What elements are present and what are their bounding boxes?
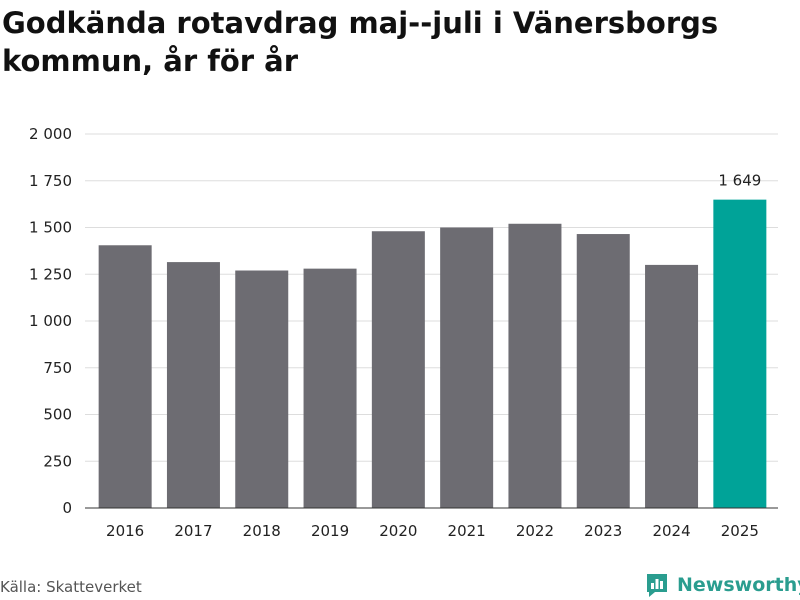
bar-chart-icon bbox=[647, 574, 667, 597]
brand-name: Newsworthy bbox=[677, 574, 800, 596]
bar-2017 bbox=[166, 262, 220, 508]
bar-2019 bbox=[303, 268, 357, 508]
y-tick-label: 1 750 bbox=[29, 172, 72, 190]
bar-2021 bbox=[440, 227, 494, 508]
bar-2020 bbox=[371, 231, 425, 509]
x-tick-label: 2022 bbox=[516, 522, 554, 540]
y-tick-label: 750 bbox=[43, 359, 72, 377]
data-label: 1 649 bbox=[718, 172, 761, 190]
bar-2022 bbox=[508, 223, 562, 508]
x-tick-label: 2021 bbox=[448, 522, 486, 540]
source-note: Källa: Skatteverket bbox=[0, 578, 142, 596]
x-tick-label: 2020 bbox=[379, 522, 417, 540]
x-tick-label: 2023 bbox=[584, 522, 622, 540]
y-axis-tick-labels: 0 250 500 750 1 000 1 250 1 500 1 750 2 000 bbox=[29, 125, 72, 517]
y-tick-label: 2 000 bbox=[29, 125, 72, 143]
bar-2018 bbox=[235, 270, 289, 508]
y-tick-label: 250 bbox=[43, 452, 72, 470]
bars bbox=[98, 199, 767, 509]
x-tick-label: 2024 bbox=[652, 522, 690, 540]
brand-logo: Newsworthy bbox=[645, 570, 800, 600]
x-tick-label: 2018 bbox=[243, 522, 281, 540]
y-tick-label: 0 bbox=[62, 499, 72, 517]
x-tick-label: 2016 bbox=[106, 522, 144, 540]
x-tick-label: 2017 bbox=[174, 522, 212, 540]
y-tick-label: 1 250 bbox=[29, 265, 72, 283]
bar-2024 bbox=[645, 264, 699, 508]
bar-2016 bbox=[98, 245, 152, 508]
x-tick-label: 2019 bbox=[311, 522, 349, 540]
y-tick-label: 500 bbox=[43, 406, 72, 424]
y-tick-label: 1 500 bbox=[29, 219, 72, 237]
bar-2025 bbox=[713, 199, 767, 508]
y-tick-label: 1 000 bbox=[29, 312, 72, 330]
data-labels: 1 649 bbox=[718, 172, 761, 190]
chart-title: Godkända rotavdrag maj--juli i Vänersbor… bbox=[2, 6, 719, 78]
bar-chart: 0 250 500 750 1 000 1 250 1 500 1 750 2 000 2016… bbox=[29, 125, 778, 540]
x-axis-tick-labels: 2016 2017 2018 2019 2020 2021 2022 2023 2024 2025 bbox=[106, 522, 759, 540]
bar-2023 bbox=[576, 234, 630, 509]
x-tick-label: 2025 bbox=[721, 522, 759, 540]
